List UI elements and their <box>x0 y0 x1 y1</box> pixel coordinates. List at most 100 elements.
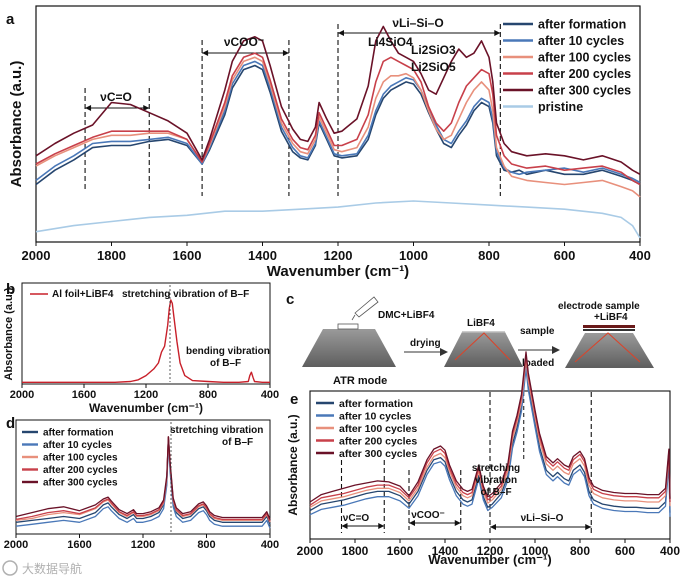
panel-e-series <box>309 351 671 517</box>
panel-e-vco-arrowhead-left <box>341 523 348 529</box>
panel-e-x-tick-label: 2000 <box>297 544 324 558</box>
panel-e-legend-label-after-10-cycles: after 10 cycles <box>339 410 412 422</box>
panel-a-vcoo-arrowhead-right <box>282 50 289 56</box>
panel-e-legend-label-after-200-cycles: after 200 cycles <box>339 435 417 447</box>
panel-a-guides <box>84 24 501 196</box>
panel-a-vcoo-arrowhead-left <box>202 50 209 56</box>
panel-a-legend-label-after-300-cycles: after 300 cycles <box>538 84 631 98</box>
panel-a-vlisio-arrowhead-right <box>494 30 501 36</box>
panel-a-label: a <box>6 11 15 28</box>
panel-d-annotation-1: stretching vibration <box>170 425 263 436</box>
panel-a-series-after-300-cycles <box>35 25 641 176</box>
panel-e-vlisio-arrowhead-left <box>490 524 496 530</box>
diagram-label-libf4: LiBF4 <box>467 318 495 329</box>
atr-crystal-2 <box>444 332 523 367</box>
panel-e-x-axis-title: Wavenumber (cm⁻¹) <box>428 552 551 567</box>
panel-b-x-tick-label: 800 <box>199 389 217 401</box>
panel-e-annotation-bf-2: vibration <box>475 475 517 486</box>
panel-e-legend-label-after-100-cycles: after 100 cycles <box>339 423 417 435</box>
panel-e-y-axis-title: Absorbance (a.u.) <box>286 414 300 515</box>
panel-e-series-after-formation <box>309 363 671 513</box>
panel-a-x-tick-label: 2000 <box>22 248 51 263</box>
panel-e-x-tick-label: 800 <box>570 544 590 558</box>
panel-a-x-tick-label: 400 <box>629 248 651 263</box>
panel-d-x-tick-label: 400 <box>261 539 279 551</box>
panel-c-label: c <box>286 291 294 308</box>
panel-e-x-tick-label: 1800 <box>342 544 369 558</box>
panel-b-annotation-bending-2: of B–F <box>210 358 241 369</box>
atr-crystal-1 <box>302 329 396 367</box>
panel-a-annotation-vco: νC=O <box>100 90 132 104</box>
watermark-text: 大数据导航 <box>22 561 82 576</box>
panel-e-series-after-300-cycles <box>309 351 671 503</box>
panel-c: c DMC+LiBF4 ATR mode drying LiBF4 sample… <box>286 291 654 387</box>
sample-well <box>337 323 359 330</box>
panel-d-x-tick-label: 1200 <box>131 539 155 551</box>
pipette-icon <box>354 296 379 318</box>
panel-b-x-axis-title: Wavenumber (cm⁻¹) <box>89 401 203 415</box>
panel-b-x-tick-label: 2000 <box>10 389 34 401</box>
ir-beam-path-1 <box>454 332 511 361</box>
panel-d-legend-label-after-100-cycles: after 100 cycles <box>43 453 118 464</box>
panel-a-x-tick-label: 1200 <box>324 248 353 263</box>
panel-d-x-tick-label: 800 <box>197 539 215 551</box>
panel-d-legend-label-after-200-cycles: after 200 cycles <box>43 465 118 476</box>
panel-e-series-after-10-cycles <box>309 368 671 517</box>
panel-a-legend-label-after-100-cycles: after 100 cycles <box>538 51 631 65</box>
panel-d-series-after-10-cycles <box>15 441 271 529</box>
electrode-layer-bottom <box>583 329 635 331</box>
watermark: 大数据导航 <box>2 560 82 576</box>
electrode-layer-top <box>583 325 635 328</box>
panel-a-series-after-10-cycles <box>35 60 641 184</box>
diagram-label-dmc-libf4: DMC+LiBF4 <box>378 310 435 321</box>
panel-e-annotation-vlisio: νLi–Si–O <box>521 513 564 524</box>
arrow-loaded-head <box>552 346 560 354</box>
panel-a-x-tick-label: 1600 <box>173 248 202 263</box>
panel-b-series-al-foil-libf4 <box>22 299 270 383</box>
panel-a-vco-arrowhead-right <box>143 105 150 111</box>
panel-a-x-ticks: 2000 1800 1600 1400 1200 1000 800 600 400 <box>22 242 651 263</box>
panel-b-label: b <box>6 281 15 298</box>
panel-e-x-tick-label: 1200 <box>477 544 504 558</box>
panel-a-x-tick-label: 1400 <box>248 248 277 263</box>
panel-a-x-tick-label: 600 <box>554 248 576 263</box>
panel-e-legend-label-after-300-cycles: after 300 cycles <box>339 448 417 460</box>
panel-a-series-pristine <box>35 200 641 239</box>
panel-a-legend: after formation after 10 cycles after 100 … <box>503 18 631 114</box>
panel-d-x-tick-label: 2000 <box>4 539 28 551</box>
panel-e-vco-arrowhead-right <box>378 523 385 529</box>
panel-b-x-tick-label: 400 <box>261 389 279 401</box>
panel-a-peak-label-li2sio3: Li2SiO3 <box>411 43 456 57</box>
diagram-label-electrode-sample: electrode sample <box>558 301 640 312</box>
panel-d-legend-label-after-10-cycles: after 10 cycles <box>43 440 112 451</box>
panel-a-x-tick-label: 1000 <box>399 248 428 263</box>
panel-a-series <box>35 25 641 239</box>
panel-d-label: d <box>6 415 15 432</box>
panel-d-legend-label-after-300-cycles: after 300 cycles <box>43 478 118 489</box>
panel-d: d 2000 1600 1200 800 400 after formationafte… <box>4 415 279 551</box>
diagram-label-sample: sample <box>520 326 555 337</box>
panel-b-series <box>22 299 270 383</box>
panel-a-x-axis-title: Wavenumber (cm⁻¹) <box>267 263 409 280</box>
panel-d-x-tick-label: 1600 <box>67 539 91 551</box>
panel-e: e 2000 1800 1600 1400 1200 1000 800 600 400 Wave… <box>286 351 680 567</box>
panel-d-annotation-2: of B–F <box>222 437 253 448</box>
panel-a-x-tick-label: 800 <box>478 248 500 263</box>
diagram-label-plus-libf4: +LiBF4 <box>594 312 628 323</box>
panel-e-label: e <box>290 391 298 408</box>
panel-e-x-tick-label: 400 <box>660 544 680 558</box>
panel-e-legend-label-after-formation: after formation <box>339 398 413 410</box>
panel-a-peak-label-li2sio5: Li2SiO5 <box>411 60 456 74</box>
panel-e-vcoo-arrowhead-right <box>454 520 461 526</box>
panel-a-series-after-200-cycles <box>35 52 641 186</box>
panel-e-annotation-vco: νC=O <box>343 513 370 524</box>
panel-a-vlisio-arrowhead-left <box>338 30 344 36</box>
watermark-logo-icon <box>2 560 18 576</box>
panel-a-legend-label-after-10-cycles: after 10 cycles <box>538 34 624 48</box>
panel-a: a 2000 1800 1600 1400 1200 1000 800 600 400 Wave… <box>6 5 651 280</box>
panel-a-peak-label-li4sio4: Li4SiO4 <box>368 35 413 49</box>
panel-d-x-ticks: 2000 1600 1200 800 400 <box>4 534 279 551</box>
